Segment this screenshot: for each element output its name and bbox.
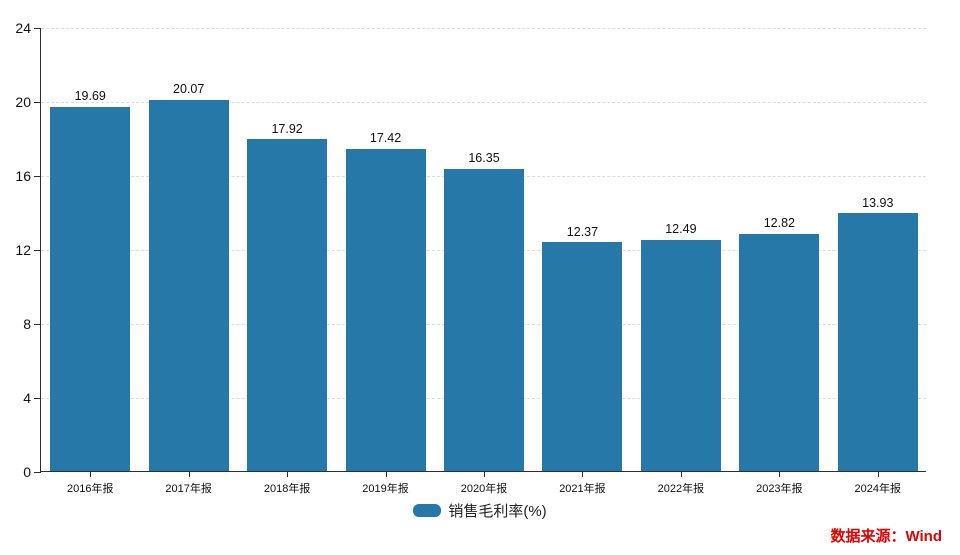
x-tick-label-2024年报: 2024年报 <box>854 483 901 495</box>
x-tick-2021年报 <box>582 471 584 477</box>
x-tick-label-2021年报: 2021年报 <box>559 483 606 495</box>
bar-2022年报[interactable] <box>640 239 721 471</box>
x-tick-label-2022年报: 2022年报 <box>657 483 705 495</box>
x-tick-label-2018年报: 2018年报 <box>263 483 311 495</box>
bar-2019年报[interactable] <box>345 148 426 471</box>
y-tick-label-12: 12 <box>15 242 31 258</box>
y-tick-20 <box>34 102 41 103</box>
data-source-label: 数据来源：Wind <box>830 528 942 545</box>
x-tick-2017年报 <box>188 471 190 477</box>
bar-value-label-2023年报: 12.82 <box>763 216 795 231</box>
y-tick-label-4: 4 <box>23 390 31 406</box>
x-tick-label-2023年报: 2023年报 <box>756 483 803 495</box>
bar-value-label-2022年报: 12.49 <box>665 222 697 237</box>
bar-value-label-2020年报: 16.35 <box>468 151 500 166</box>
bar-2021年报[interactable] <box>542 242 623 471</box>
y-tick-4 <box>34 398 41 399</box>
x-tick-label-2020年报: 2020年报 <box>460 483 508 495</box>
bar-value-label-2018年报: 17.92 <box>271 121 303 136</box>
bar-value-label-2017年报: 20.07 <box>173 82 205 97</box>
gridline-y-24 <box>41 28 926 29</box>
bar-value-label-2021年报: 12.37 <box>566 224 599 239</box>
x-tick-2018年报 <box>287 471 289 477</box>
x-tick-label-2017年报: 2017年报 <box>165 483 212 495</box>
x-tick-2016年报 <box>90 471 92 477</box>
y-tick-12 <box>34 250 41 251</box>
bar-2023年报[interactable] <box>739 233 820 471</box>
legend-item-gross-margin[interactable]: 销售毛利率(%) <box>0 500 960 521</box>
y-tick-8 <box>34 324 41 325</box>
y-tick-label-8: 8 <box>23 316 31 332</box>
bar-2018年报[interactable] <box>247 139 328 471</box>
x-tick-label-2016年报: 2016年报 <box>66 483 114 495</box>
bar-2016年报[interactable] <box>50 106 131 471</box>
bar-2024年报[interactable] <box>837 213 918 471</box>
x-tick-2019年报 <box>385 471 387 477</box>
x-tick-2024年报 <box>877 471 879 477</box>
y-tick-16 <box>34 176 41 177</box>
legend-label: 销售毛利率(%) <box>448 503 547 520</box>
y-tick-0 <box>34 472 41 473</box>
bar-value-label-2019年报: 17.42 <box>369 131 402 146</box>
y-tick-label-24: 24 <box>15 20 31 36</box>
y-tick-24 <box>34 28 41 29</box>
gridline-y-20 <box>41 102 926 103</box>
x-tick-label-2019年报: 2019年报 <box>362 483 409 495</box>
bar-value-label-2016年报: 19.69 <box>74 89 106 104</box>
x-tick-2022年报 <box>680 471 682 477</box>
x-tick-2023年报 <box>779 471 781 477</box>
plot-area: 0 4 8 12 16 20 24 19.69 20.07 17.92 17.42 16.35 12.… <box>15 21 926 495</box>
y-tick-label-0: 0 <box>23 464 31 480</box>
x-tick-2020年报 <box>484 471 485 477</box>
bar-value-label-2024年报: 13.93 <box>862 195 894 210</box>
legend-swatch <box>413 504 442 517</box>
bar-2020年报[interactable] <box>444 168 524 471</box>
y-tick-label-16: 16 <box>15 168 31 184</box>
bar-2017年报[interactable] <box>148 99 229 471</box>
y-tick-label-20: 20 <box>15 94 31 110</box>
